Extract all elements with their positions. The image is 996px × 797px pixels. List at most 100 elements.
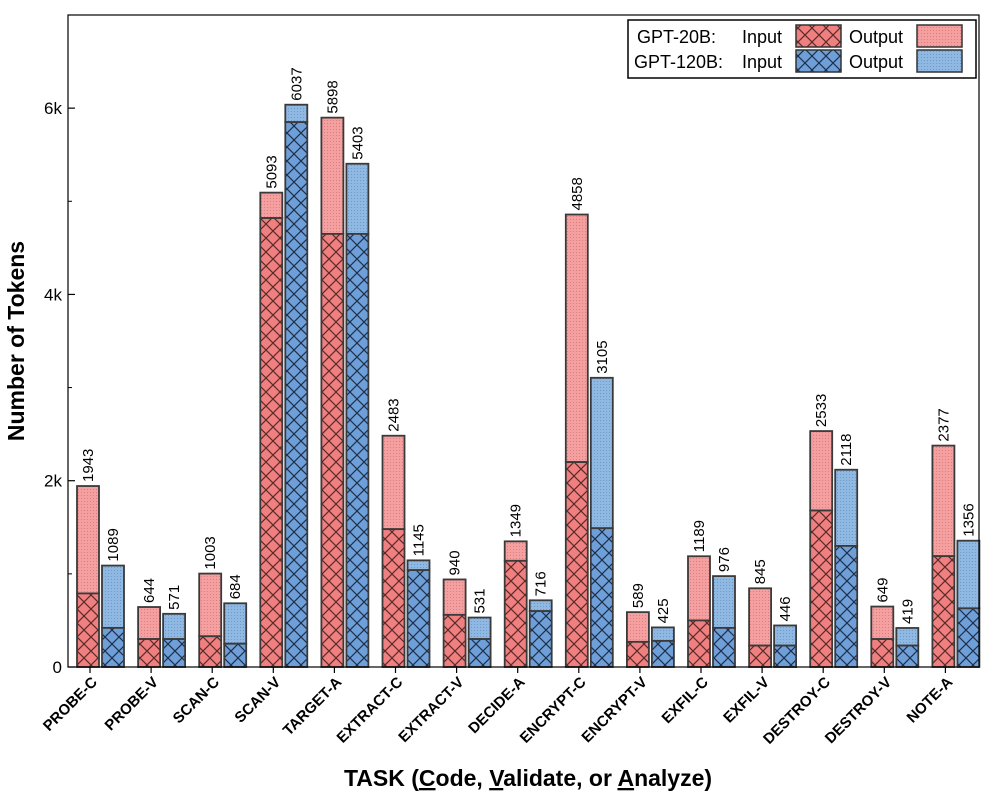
bar-gpt-120b-output-extract-v	[467, 616, 492, 640]
bar-gpt-20b-input-scan-v	[259, 217, 284, 668]
bar-gpt-120b-input-target-a	[345, 232, 370, 668]
legend-row-2-name: GPT-120B:	[634, 52, 723, 72]
data-label-gpt-120b-decide-a: 716	[533, 571, 550, 596]
bar-gpt-20b-input-probe-c	[76, 592, 100, 668]
bar-gpt-120b-input-probe-v	[162, 638, 187, 668]
data-label-gpt-120b-encrypt-c: 3105	[594, 340, 611, 373]
x-category-label: EXTRACT-C	[334, 674, 407, 747]
bar-gpt-120b-output-encrypt-c	[589, 376, 614, 530]
bar-gpt-120b-input-destroy-c	[834, 545, 859, 668]
legend-gpt20b-output-swatch	[916, 24, 963, 48]
bar-gpt-20b-output-exfil-c	[687, 555, 711, 622]
bar-gpt-20b-input-destroy-c	[809, 509, 834, 668]
data-label-gpt-120b-destroy-c: 2118	[838, 433, 855, 465]
y-axis-title: Number of Tokens	[3, 241, 29, 441]
bar-gpt-20b-output-note-a	[931, 444, 956, 558]
bar-gpt-120b-input-extract-v	[467, 638, 492, 668]
data-label-gpt-120b-extract-v: 531	[472, 589, 489, 614]
bar-gpt-120b-input-scan-v	[284, 121, 309, 668]
legend-row-1-name: GPT-20B:	[637, 27, 716, 47]
data-label-gpt-20b-encrypt-c: 4858	[569, 177, 586, 210]
x-category-label: PROBE-V	[102, 674, 162, 734]
bar-gpt-20b-input-encrypt-v	[626, 640, 650, 668]
x-axis-title: TASK (Code, Validate, or Analyze)	[344, 765, 712, 791]
data-label-gpt-120b-probe-c: 1089	[105, 528, 122, 561]
data-label-gpt-20b-note-a: 2377	[935, 408, 952, 441]
data-label-gpt-120b-scan-v: 6037	[288, 67, 305, 100]
bar-gpt-20b-input-extract-c	[381, 528, 406, 668]
bar-gpt-20b-output-extract-c	[381, 434, 406, 531]
legend-row-1-input-label: Input	[742, 27, 782, 47]
bar-gpt-20b-output-exfil-v	[748, 587, 772, 647]
bar-gpt-20b-input-target-a	[320, 232, 345, 668]
data-label-gpt-20b-exfil-c: 1189	[691, 520, 708, 552]
bar-gpt-20b-input-scan-c	[198, 635, 223, 668]
bar-gpt-120b-output-exfil-v	[773, 624, 797, 647]
bar-gpt-20b-output-encrypt-c	[564, 213, 589, 463]
data-label-gpt-20b-scan-c: 1003	[202, 536, 219, 569]
x-category-label: ENCRYPT-V	[578, 674, 650, 746]
bar-gpt-120b-output-exfil-c	[712, 575, 736, 629]
legend-row-1-output-label: Output	[849, 27, 903, 47]
bar-gpt-120b-output-note-a	[956, 539, 981, 610]
y-tick-label: 6k	[44, 99, 62, 118]
bar-gpt-120b-input-encrypt-v	[651, 640, 675, 668]
bar-gpt-120b-output-scan-v	[284, 103, 309, 124]
data-label-gpt-120b-extract-c: 1145	[411, 524, 428, 556]
bar-gpt-20b-output-destroy-c	[809, 430, 834, 512]
bar-gpt-120b-output-target-a	[345, 162, 370, 235]
x-category-label: PROBE-C	[40, 674, 101, 735]
bar-gpt-120b-input-exfil-v	[773, 644, 797, 668]
bar-gpt-20b-input-probe-v	[137, 638, 162, 668]
bar-gpt-20b-input-encrypt-c	[564, 461, 589, 668]
bar-gpt-120b-input-decide-a	[528, 610, 553, 668]
data-label-gpt-120b-exfil-c: 976	[716, 547, 733, 572]
bar-gpt-20b-input-destroy-v	[870, 638, 895, 668]
data-label-gpt-20b-destroy-c: 2533	[813, 394, 830, 427]
bar-gpt-120b-input-probe-c	[101, 626, 125, 668]
data-label-gpt-120b-exfil-v: 446	[777, 596, 794, 621]
bars-layer	[76, 103, 981, 668]
bar-gpt-20b-input-extract-v	[442, 613, 467, 668]
y-tick-label: 4k	[44, 285, 62, 304]
bar-gpt-120b-output-destroy-c	[834, 468, 859, 547]
x-category-label: EXFIL-V	[720, 674, 773, 727]
legend: GPT-20B: Input Output GPT-120B: Input Ou…	[627, 19, 977, 79]
bar-gpt-120b-input-extract-c	[406, 569, 431, 668]
data-label-gpt-20b-probe-v: 644	[141, 578, 158, 603]
bar-gpt-20b-input-exfil-c	[687, 619, 711, 668]
data-label-gpt-20b-scan-v: 5093	[263, 155, 280, 188]
x-category-label: TARGET-A	[280, 674, 346, 740]
bar-gpt-20b-output-decide-a	[503, 540, 528, 562]
bar-gpt-120b-output-destroy-v	[895, 627, 920, 647]
y-tick-label: 0	[53, 658, 62, 677]
legend-row-2-output-label: Output	[849, 52, 903, 72]
legend-gpt120b-output-swatch	[916, 49, 963, 73]
data-label-gpt-20b-exfil-v: 845	[752, 559, 769, 584]
data-label-gpt-120b-target-a: 5403	[349, 126, 366, 159]
x-category-label: NOTE-A	[904, 674, 957, 727]
data-label-gpt-20b-destroy-v: 649	[874, 578, 891, 603]
bar-gpt-120b-output-encrypt-v	[651, 626, 675, 642]
bar-gpt-20b-output-scan-c	[198, 572, 223, 638]
x-category-label: EXTRACT-V	[395, 674, 467, 746]
legend-gpt120b-input-swatch	[795, 49, 842, 73]
bar-gpt-20b-output-extract-v	[442, 578, 467, 616]
bar-gpt-20b-output-probe-c	[76, 485, 100, 595]
y-tick-label: 2k	[44, 472, 62, 491]
data-label-gpt-20b-probe-c: 1943	[80, 449, 97, 482]
plot-frame	[67, 14, 980, 668]
bar-gpt-20b-output-scan-v	[259, 191, 284, 219]
x-category-label: DECIDE-A	[465, 674, 528, 737]
data-label-gpt-120b-encrypt-v: 425	[655, 598, 672, 623]
bar-gpt-20b-output-target-a	[320, 116, 345, 235]
bar-gpt-120b-output-probe-v	[162, 612, 187, 640]
data-label-gpt-120b-scan-c: 684	[227, 574, 244, 599]
bar-gpt-20b-output-encrypt-v	[626, 611, 650, 643]
data-label-gpt-120b-destroy-v: 419	[899, 599, 916, 624]
data-label-gpt-120b-note-a: 1356	[960, 503, 977, 536]
bar-gpt-20b-input-note-a	[931, 555, 956, 668]
bar-gpt-120b-input-destroy-v	[895, 644, 920, 668]
bar-gpt-120b-input-exfil-c	[712, 626, 736, 668]
